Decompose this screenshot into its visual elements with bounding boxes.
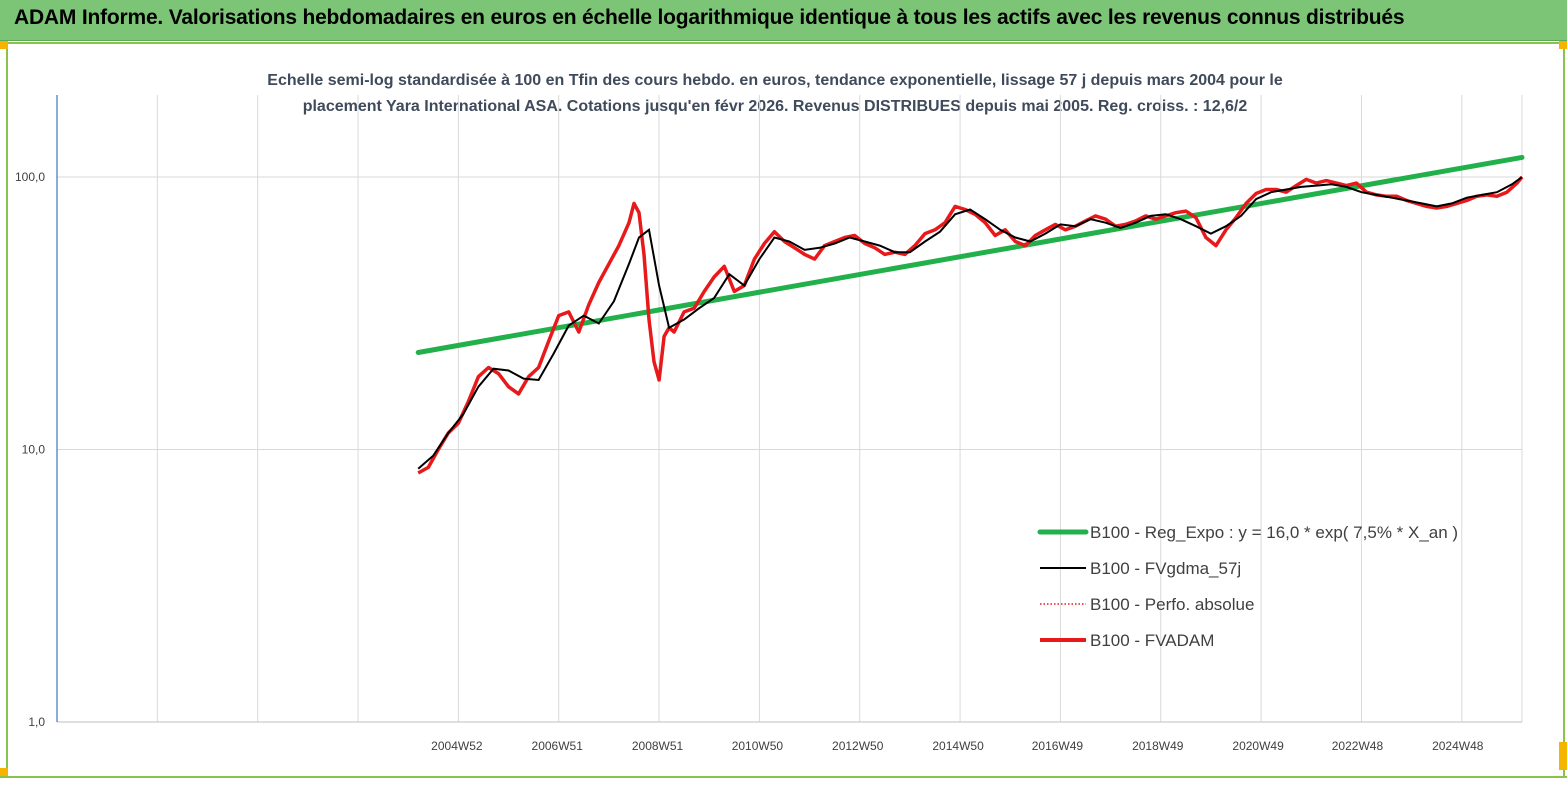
x-tick-label: 2006W51: [532, 739, 584, 753]
header-bar: ADAM Informe. Valorisations hebdomadaire…: [0, 0, 1567, 41]
y-tick-label: 100,0: [15, 170, 45, 184]
series-line-smooth: [417, 176, 1523, 470]
x-tick-label: 2022W48: [1332, 739, 1384, 753]
series-lines: [415, 154, 1525, 475]
legend-entry-label: B100 - FVADAM: [1090, 631, 1214, 650]
chart-frame: [6, 42, 1565, 778]
legend-entry-label: B100 - Perfo. absolue: [1090, 595, 1254, 614]
y-tick-label: 1,0: [28, 715, 45, 729]
x-tick-label: 2004W52: [431, 739, 483, 753]
legend-entry-label: B100 - FVgdma_57j: [1090, 559, 1241, 578]
x-tick-label: 2018W49: [1132, 739, 1184, 753]
x-tick-label: 2014W50: [932, 739, 984, 753]
x-tick-label: 2016W49: [1032, 739, 1084, 753]
x-tick-label: 2024W48: [1432, 739, 1484, 753]
page-title: ADAM Informe. Valorisations hebdomadaire…: [14, 6, 1405, 29]
axes: 1,0 10,0 100,0 2004W52 2006W51 2008W51 2010W50…: [15, 95, 1484, 753]
y-tick-label: 10,0: [22, 443, 46, 457]
x-tick-label: 2012W50: [832, 739, 884, 753]
grid-lines: [56, 95, 1523, 723]
corner-marker: [0, 41, 8, 49]
corner-marker: [1559, 742, 1567, 770]
legend-entry-label: B100 - Reg_Expo : y = 16,0 * exp( 7,5% *…: [1090, 523, 1458, 542]
chart-subtitle: Echelle semi-log standardisée à 100 en T…: [150, 68, 1400, 120]
chart-subtitle-line-1: Echelle semi-log standardisée à 100 en T…: [267, 72, 1283, 89]
x-tick-label: 2020W49: [1232, 739, 1284, 753]
x-tick-label: 2010W50: [732, 739, 784, 753]
corner-marker: [0, 768, 8, 776]
x-tick-label: 2008W51: [632, 739, 684, 753]
corner-marker: [1559, 41, 1567, 49]
legend: B100 - Reg_Expo : y = 16,0 * exp( 7,5% *…: [1037, 523, 1458, 650]
bottom-border: [0, 776, 1567, 778]
series-line-thick: [417, 175, 1524, 475]
chart-subtitle-line-2: placement Yara International ASA. Cotati…: [302, 98, 1248, 115]
